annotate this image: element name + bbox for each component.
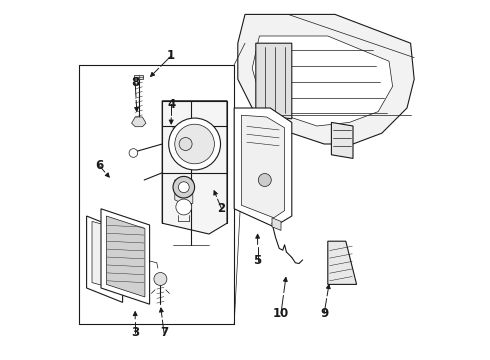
Polygon shape [252, 36, 392, 126]
Circle shape [178, 182, 189, 193]
Text: 2: 2 [218, 202, 226, 215]
Polygon shape [132, 117, 146, 127]
Text: 8: 8 [131, 76, 139, 89]
Polygon shape [331, 122, 353, 158]
Polygon shape [87, 216, 122, 302]
Polygon shape [242, 115, 285, 218]
Polygon shape [175, 180, 193, 203]
Circle shape [175, 124, 215, 164]
Polygon shape [238, 14, 414, 144]
Text: 7: 7 [160, 327, 168, 339]
Text: 6: 6 [95, 159, 103, 172]
Circle shape [169, 118, 220, 170]
Text: 10: 10 [273, 307, 289, 320]
Text: 9: 9 [320, 307, 328, 320]
Polygon shape [92, 221, 118, 290]
Text: 5: 5 [253, 255, 262, 267]
Polygon shape [106, 216, 145, 297]
Text: 3: 3 [131, 327, 139, 339]
Polygon shape [134, 75, 143, 79]
Polygon shape [256, 43, 292, 119]
Polygon shape [162, 101, 227, 234]
Polygon shape [234, 108, 292, 227]
Text: 4: 4 [167, 98, 175, 111]
Circle shape [258, 174, 271, 186]
Circle shape [179, 138, 192, 150]
Circle shape [176, 199, 192, 215]
Circle shape [129, 149, 138, 157]
Polygon shape [101, 209, 149, 304]
Circle shape [154, 273, 167, 285]
Text: 1: 1 [167, 49, 175, 62]
Circle shape [173, 176, 195, 198]
Polygon shape [272, 218, 281, 230]
Polygon shape [328, 241, 357, 284]
